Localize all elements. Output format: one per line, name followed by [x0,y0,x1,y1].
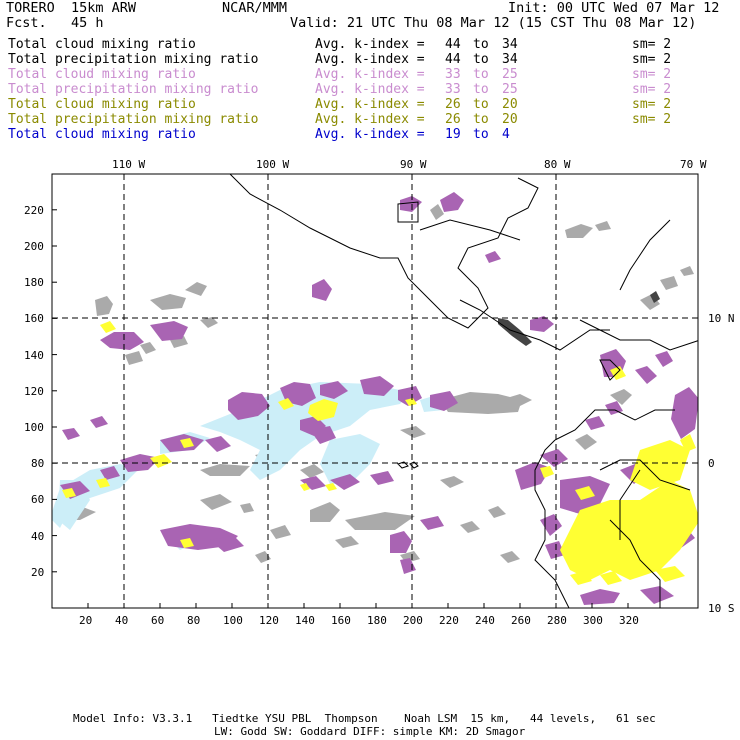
model-title: TORERO 15km ARW [6,0,137,16]
longitude-label: 100 W [256,158,290,171]
legend-field: Total cloud mixing ratio [8,67,196,82]
x-tick-label: 280 [547,614,567,627]
init-time: Init: 00 UTC Wed 07 Mar 12 [508,0,720,16]
legend-avg-label: Avg. k-index = [315,37,425,52]
y-tick-label: 120 [24,384,44,398]
y-tick-label: 100 [24,421,44,434]
y-tick-label: 220 [24,203,44,217]
legend-k-high: 33 [445,67,461,82]
model-info-line2: LW: Godd SW: Goddard DIFF: simple KM: 2D… [214,725,526,738]
latitude-label: 10 S [708,602,735,615]
legend-to: to [473,97,489,112]
x-tick-label: 160 [331,614,351,627]
forecast-hour: Fcst. 45 h [6,15,104,31]
legend-to: to [473,67,489,82]
legend-k-low: 25 [502,67,518,82]
y-tick-label: 20 [31,565,45,579]
axis-ticks [52,209,629,608]
y-tick-label: 200 [24,240,44,253]
y-tick-label: 140 [24,348,44,362]
legend-k-high: 44 [445,52,461,67]
legend-k-low: 34 [502,52,518,67]
legend-avg-label: Avg. k-index = [315,67,425,82]
legend-field: Total precipitation mixing ratio [8,82,259,97]
legend-avg-label: Avg. k-index = [315,127,425,142]
x-tick-label: 80 [187,614,201,627]
legend-k-low: 20 [502,97,518,112]
valid-time: Valid: 21 UTC Thu 08 Mar 12 (15 CST Thu … [290,15,697,31]
x-tick-label: 200 [403,614,423,627]
x-tick-label: 180 [367,614,387,627]
latitude-label: 0 [708,457,715,470]
legend-smoothing: sm= 2 [632,112,672,127]
legend-to: to [473,112,489,127]
legend-smoothing: sm= 2 [632,67,672,82]
precip-yellow-areas [62,321,698,585]
legend-smoothing: sm= 2 [632,52,672,67]
legend-k-high: 33 [445,82,461,97]
coastlines [229,174,698,608]
model-info-line1: Model Info: V3.3.1 Tiedtke YSU PBL Thomp… [73,712,656,725]
x-tick-label: 220 [439,614,459,627]
x-tick-label: 60 [151,614,165,627]
organization: NCAR/MMM [222,0,288,16]
y-tick-label: 60 [31,493,45,507]
map-layers [52,174,698,608]
legend-to: to [473,82,489,97]
legend-k-high: 44 [445,37,461,52]
legend-smoothing: sm= 2 [632,97,672,112]
y-tick-label: 160 [24,312,44,326]
x-tick-label: 240 [475,614,495,627]
longitude-label: 70 W [680,158,707,171]
legend-smoothing: sm= 2 [632,37,672,52]
graticule [52,174,698,608]
x-tick-label: 120 [259,614,279,627]
legend-field: Total precipitation mixing ratio [8,112,259,127]
x-tick-label: 20 [79,614,93,627]
x-tick-label: 40 [115,614,129,627]
longitude-label: 90 W [400,158,427,171]
legend-to: to [473,127,489,142]
legend-avg-label: Avg. k-index = [315,112,425,127]
legend-k-high: 19 [445,127,461,142]
legend-to: to [473,52,489,67]
legend-field: Total precipitation mixing ratio [8,52,259,67]
latitude-label: 10 N [708,312,735,325]
legend-k-high: 26 [445,112,461,127]
legend-to: to [473,37,489,52]
longitude-label: 110 W [112,158,146,171]
x-tick-label: 260 [511,614,531,627]
legend-field: Total cloud mixing ratio [8,127,196,142]
legend-k-low: 34 [502,37,518,52]
x-tick-label: 140 [295,614,315,627]
legend-field: Total cloud mixing ratio [8,97,196,112]
legend-k-high: 26 [445,97,461,112]
y-tick-label: 40 [31,529,45,543]
y-tick-label: 80 [31,457,45,471]
x-tick-label: 320 [619,614,639,627]
x-tick-label: 100 [223,614,243,627]
legend-avg-label: Avg. k-index = [315,52,425,67]
legend-avg-label: Avg. k-index = [315,97,425,112]
legend-avg-label: Avg. k-index = [315,82,425,97]
legend-k-low: 25 [502,82,518,97]
y-tick-label: 180 [24,276,44,290]
legend-k-low: 4 [502,127,510,142]
longitude-label: 80 W [544,158,571,171]
x-tick-label: 300 [583,614,603,627]
legend-field: Total cloud mixing ratio [8,37,196,52]
legend-k-low: 20 [502,112,518,127]
legend-smoothing: sm= 2 [632,82,672,97]
